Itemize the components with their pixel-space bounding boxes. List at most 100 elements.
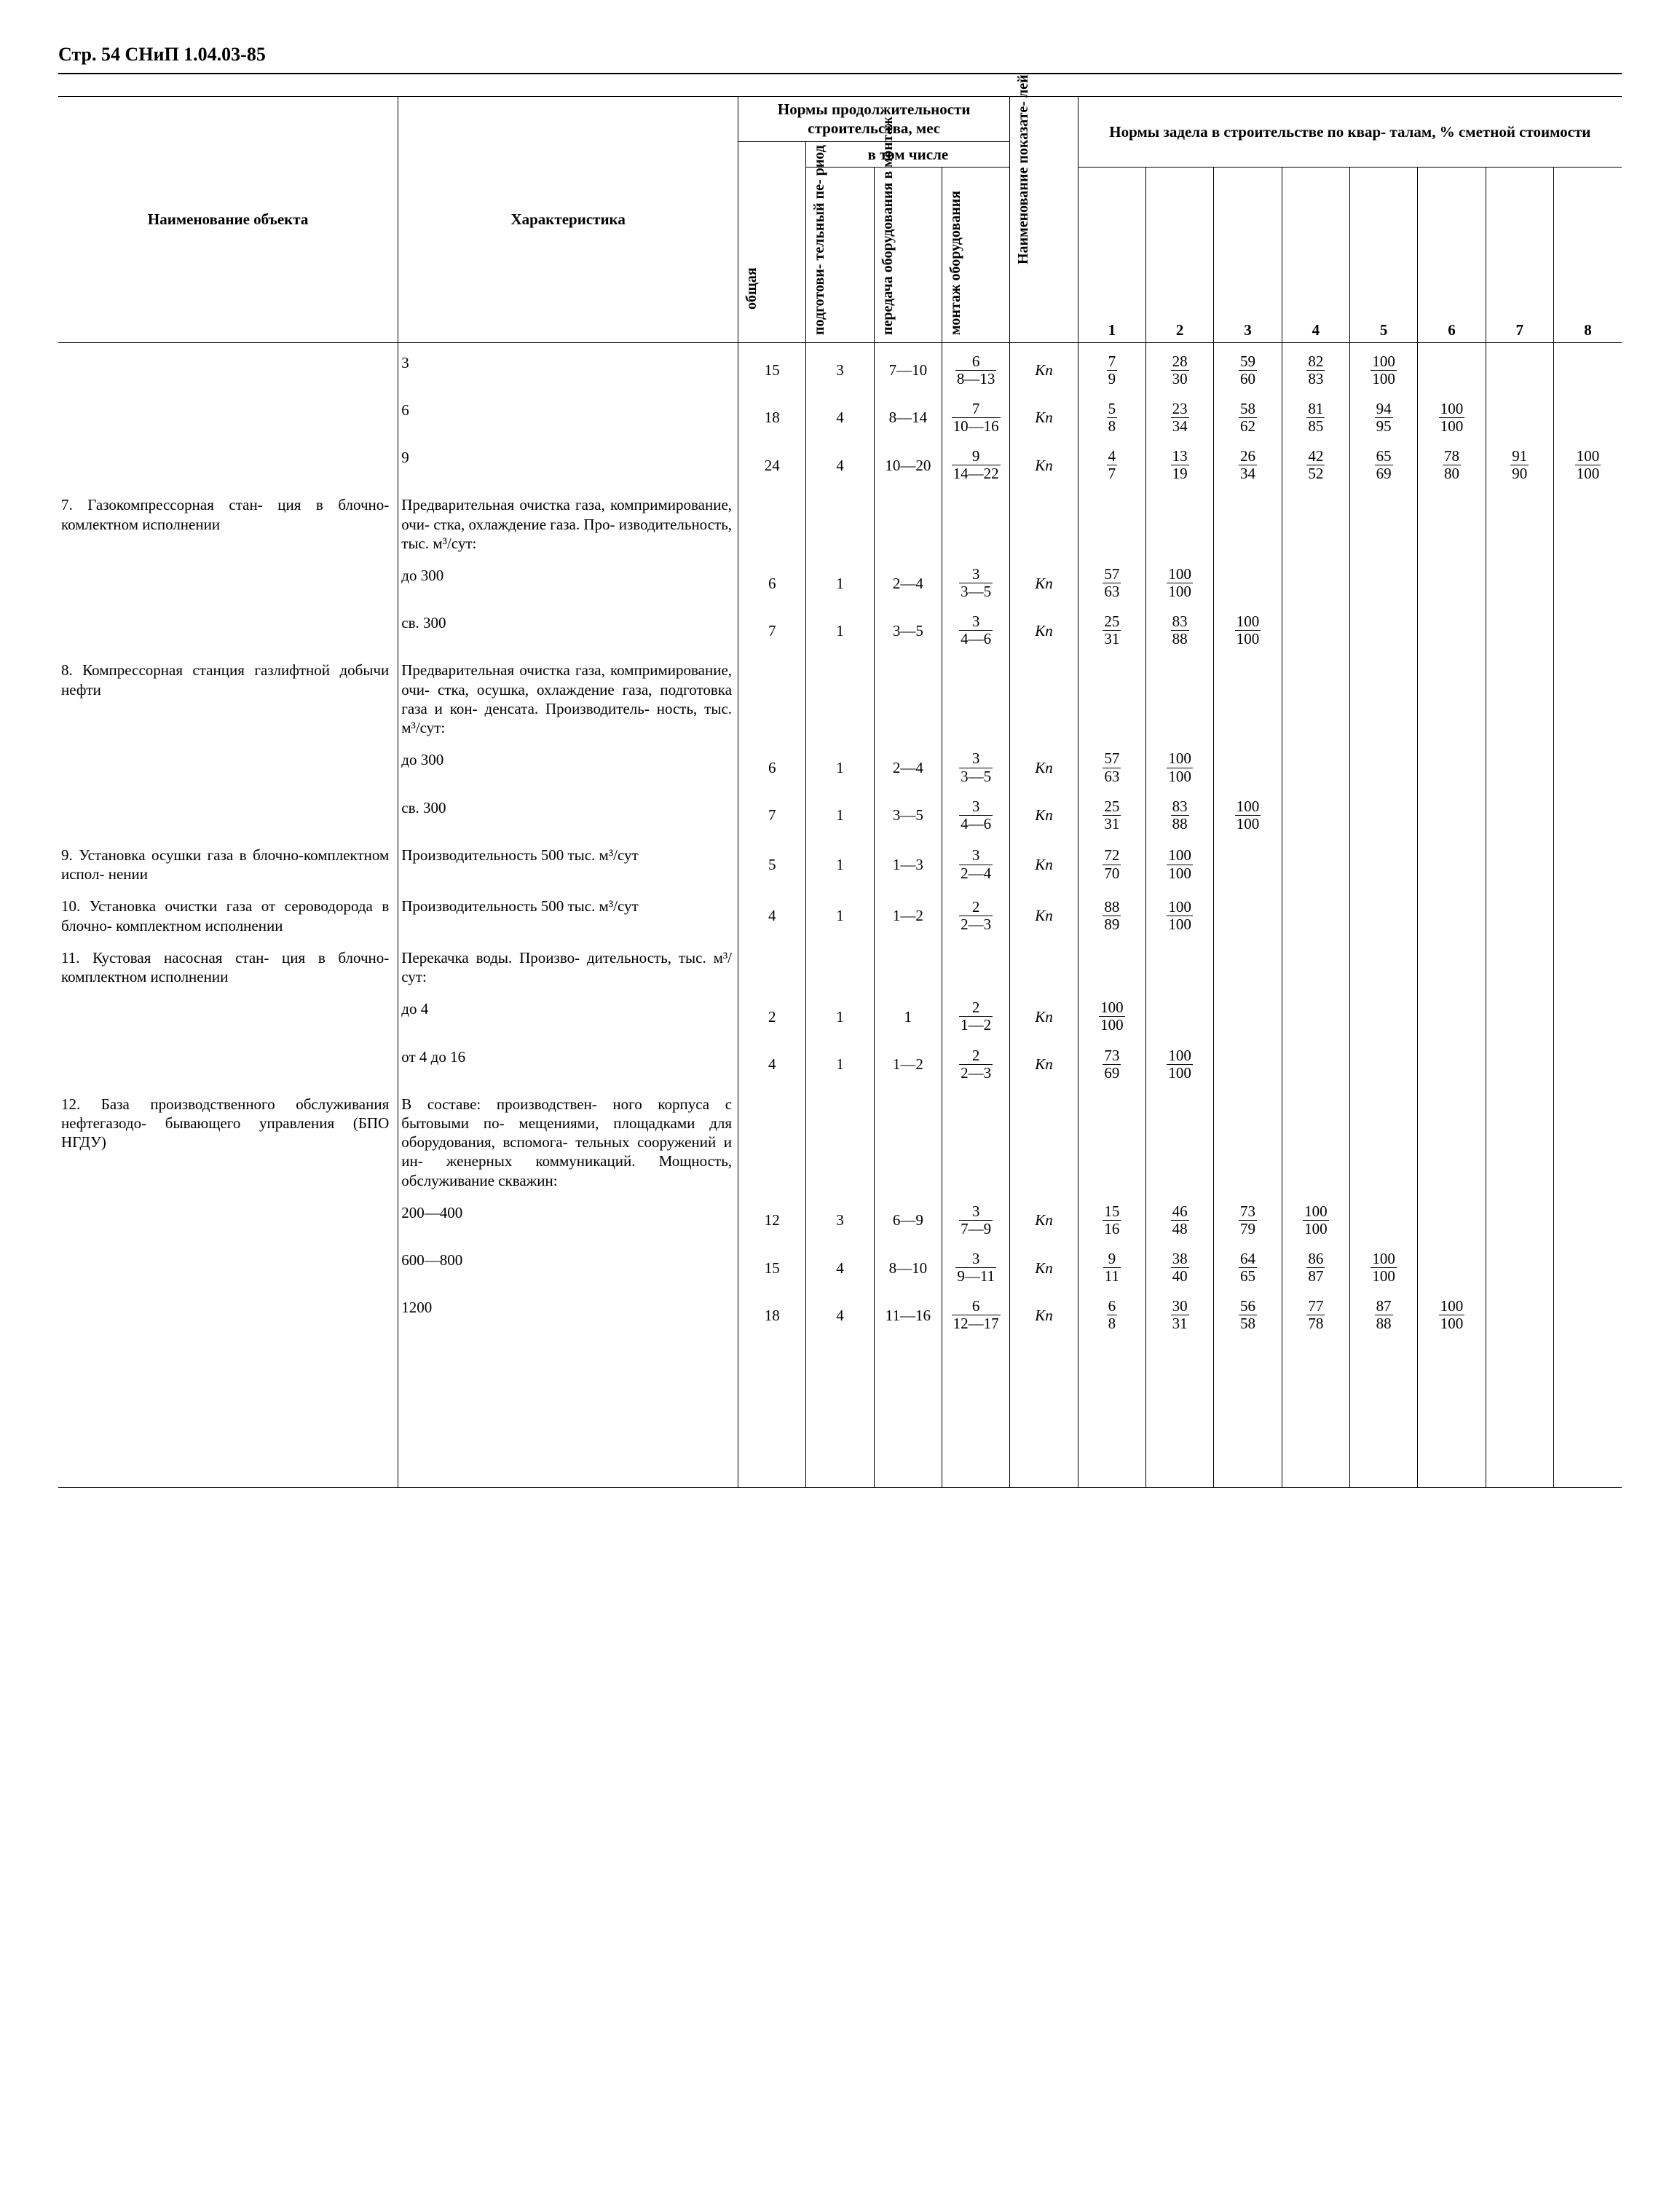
cell-q: 58 <box>1078 390 1145 438</box>
cell-q <box>1282 556 1349 603</box>
th-q4: 4 <box>1282 167 1349 342</box>
cell-prep: 1 <box>806 740 874 787</box>
cell-q <box>1553 556 1622 603</box>
cell-q <box>1214 886 1282 938</box>
cell-q <box>1486 835 1553 887</box>
cell-q: 3031 <box>1146 1288 1214 1335</box>
cell-q <box>1282 650 1349 740</box>
table-row: 9. Установка осушки газа в блочно-компле… <box>58 835 1622 887</box>
cell-kp: Кп <box>1010 886 1078 938</box>
cell-total: 6 <box>738 740 806 787</box>
cell-q <box>1349 485 1417 556</box>
cell-q <box>1146 485 1214 556</box>
cell-trans <box>874 1084 942 1193</box>
cell-kp: Кп <box>1010 342 1078 390</box>
cell-q <box>1349 1193 1417 1240</box>
cell-q <box>1553 989 1622 1036</box>
cell-char: Предварительная очистка газа, компримиро… <box>398 485 738 556</box>
cell-char: св. 300 <box>398 603 738 650</box>
table-row: 8. Компрессорная станция газлифтной добы… <box>58 650 1622 740</box>
cell-trans: 6—9 <box>874 1193 942 1240</box>
cell-q <box>1553 788 1622 835</box>
header-rule <box>58 73 1622 74</box>
cell-total: 24 <box>738 438 806 485</box>
cell-q <box>1349 886 1417 938</box>
cell-kp: Кп <box>1010 989 1078 1036</box>
cell-object <box>58 1240 398 1288</box>
cell-object <box>58 556 398 603</box>
cell-q <box>1486 390 1553 438</box>
cell-q: 100100 <box>1146 740 1214 787</box>
cell-total <box>738 938 806 990</box>
cell-q <box>1349 1084 1417 1193</box>
cell-q <box>1349 989 1417 1036</box>
cell-q <box>1078 650 1145 740</box>
cell-q <box>1486 650 1553 740</box>
cell-q <box>1282 603 1349 650</box>
cell-q: 100100 <box>1282 1193 1349 1240</box>
cell-mount <box>942 938 1010 990</box>
cell-q <box>1349 835 1417 887</box>
cell-q: 47 <box>1078 438 1145 485</box>
cell-q <box>1214 556 1282 603</box>
cell-q <box>1553 342 1622 390</box>
cell-kp <box>1010 650 1078 740</box>
cell-object <box>58 788 398 835</box>
cell-char: 3 <box>398 342 738 390</box>
cell-q: 5763 <box>1078 740 1145 787</box>
th-char: Характеристика <box>398 97 738 343</box>
cell-q: 5960 <box>1214 342 1282 390</box>
cell-q <box>1146 1084 1214 1193</box>
cell-trans: 3—5 <box>874 603 942 650</box>
cell-q <box>1418 740 1486 787</box>
cell-q: 911 <box>1078 1240 1145 1288</box>
cell-total: 15 <box>738 342 806 390</box>
th-q6: 6 <box>1418 167 1486 342</box>
table-row: 7. Газокомпрессорная стан- ция в блочно-… <box>58 485 1622 556</box>
cell-q: 6465 <box>1214 1240 1282 1288</box>
th-mount: монтаж оборудования <box>942 167 1010 342</box>
cell-q <box>1214 485 1282 556</box>
cell-prep: 3 <box>806 1193 874 1240</box>
cell-q: 9495 <box>1349 390 1417 438</box>
cell-q <box>1486 1193 1553 1240</box>
cell-q: 4252 <box>1282 438 1349 485</box>
cell-q <box>1282 1037 1349 1084</box>
th-q8: 8 <box>1553 167 1622 342</box>
cell-q: 100100 <box>1349 342 1417 390</box>
cell-kp: Кп <box>1010 1037 1078 1084</box>
table-head: Наименование объекта Характеристика Норм… <box>58 97 1622 343</box>
cell-object: 7. Газокомпрессорная стан- ция в блочно-… <box>58 485 398 556</box>
cell-q <box>1349 1037 1417 1084</box>
cell-q: 7369 <box>1078 1037 1145 1084</box>
cell-total <box>738 1084 806 1193</box>
cell-total: 18 <box>738 390 806 438</box>
cell-q: 2634 <box>1214 438 1282 485</box>
cell-mount: 32—4 <box>942 835 1010 887</box>
cell-total: 5 <box>738 835 806 887</box>
cell-prep: 1 <box>806 603 874 650</box>
cell-q: 8788 <box>1349 1288 1417 1335</box>
table-row: 12. База производственного обслуживания … <box>58 1084 1622 1193</box>
cell-q <box>1282 485 1349 556</box>
cell-q <box>1146 989 1214 1036</box>
cell-kp: Кп <box>1010 556 1078 603</box>
cell-mount: 22—3 <box>942 1037 1010 1084</box>
cell-q: 8283 <box>1282 342 1349 390</box>
cell-object <box>58 1193 398 1240</box>
cell-char: от 4 до 16 <box>398 1037 738 1084</box>
cell-q: 5862 <box>1214 390 1282 438</box>
th-duration: Нормы продолжительности строительства, м… <box>738 97 1010 142</box>
page-header: Стр. 54 СНиП 1.04.03-85 <box>58 44 1622 66</box>
table-row: 600—8001548—1039—11Кп9113840646586871001… <box>58 1240 1622 1288</box>
cell-q: 2531 <box>1078 788 1145 835</box>
table-row: до 300612—433—5Кп5763100100 <box>58 556 1622 603</box>
table-row: 10. Установка очистки газа от сероводоро… <box>58 886 1622 938</box>
cell-object: 8. Компрессорная станция газлифтной добы… <box>58 650 398 740</box>
cell-mount <box>942 485 1010 556</box>
cell-object <box>58 603 398 650</box>
cell-object: 9. Установка осушки газа в блочно-компле… <box>58 835 398 887</box>
th-trans: передача оборудования в монтаж <box>874 167 942 342</box>
cell-kp: Кп <box>1010 1240 1078 1288</box>
cell-trans <box>874 650 942 740</box>
